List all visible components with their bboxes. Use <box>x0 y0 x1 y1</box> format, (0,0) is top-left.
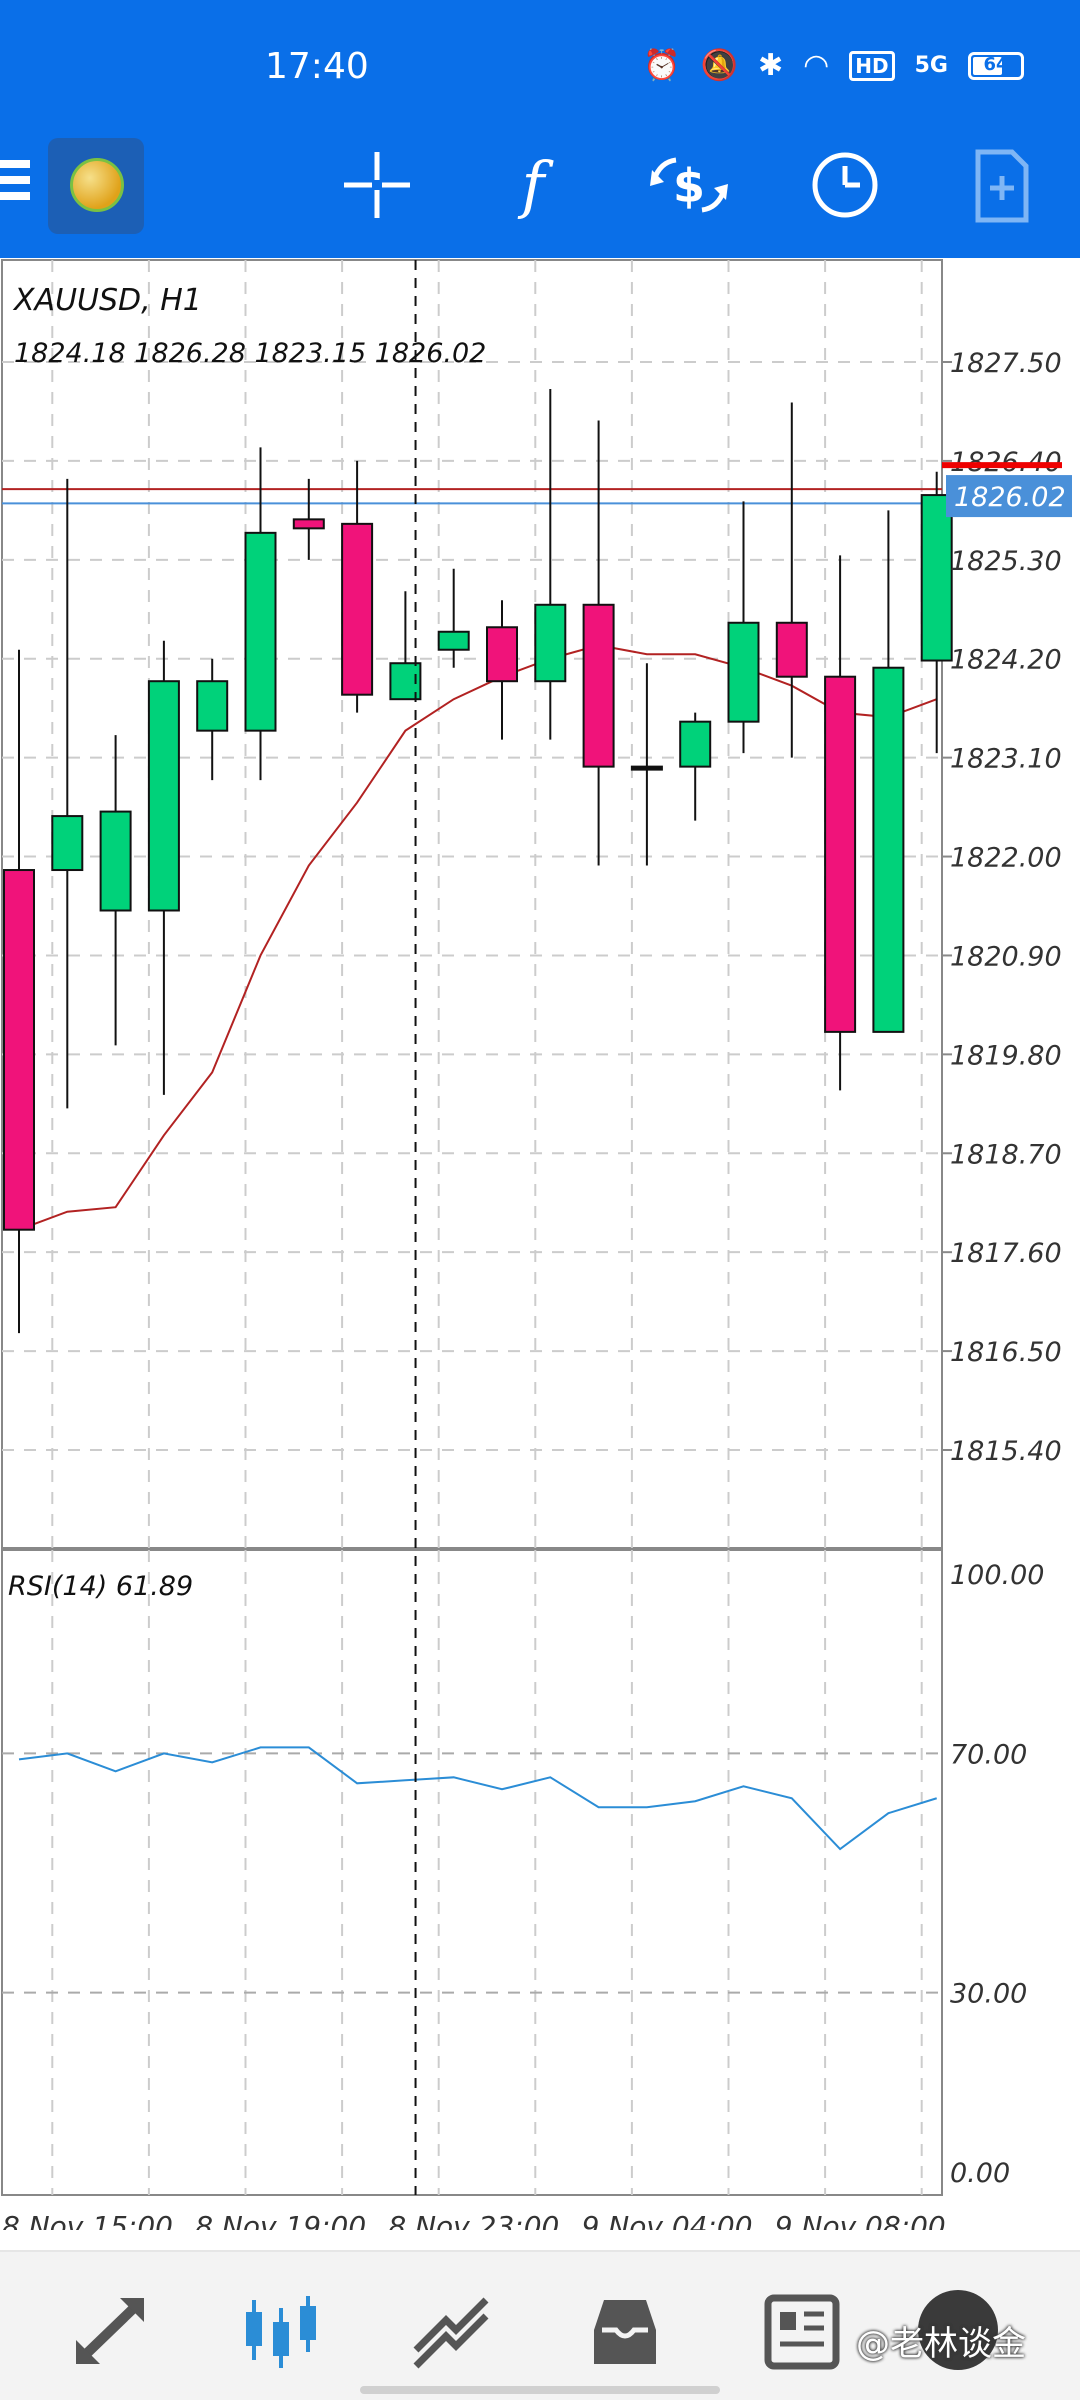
rsi-tick-label: 0.00 <box>950 2158 1010 2189</box>
news-icon[interactable] <box>756 2286 846 2376</box>
x-tick-label: 9 Nov 08:00 <box>775 2210 946 2230</box>
candle-body[interactable] <box>727 621 760 723</box>
candle-body[interactable] <box>534 603 567 683</box>
price-chart[interactable]: 1827.501826.401825.301824.201823.101822.… <box>0 258 1080 2230</box>
candle-body[interactable] <box>51 815 84 872</box>
home-indicator[interactable] <box>360 2386 720 2394</box>
watermark-text: @老林谈金 <box>856 2324 1026 2364</box>
current-price-label: 1826.02 <box>954 482 1066 513</box>
candle-body[interactable] <box>920 494 953 662</box>
y-tick-label: 1820.90 <box>950 941 1062 972</box>
rsi-tick-label: 70.00 <box>950 1739 1027 1770</box>
rsi-tick-label: 30.00 <box>950 1979 1027 2010</box>
battery-level: 64 <box>983 54 1009 75</box>
candle-body[interactable] <box>196 680 229 732</box>
top-bar: 17:40 ⏰ 🔕 ✱ ◠ HD 5G 64 f $ <box>0 0 1080 258</box>
rsi-plot-frame <box>1 1549 943 2196</box>
candle-body[interactable] <box>437 630 470 651</box>
moving-average-line <box>18 644 938 1231</box>
candle-body[interactable] <box>486 626 518 683</box>
bluetooth-icon: ✱ <box>757 48 784 83</box>
function-icon[interactable]: f <box>488 140 578 230</box>
x-tick-label: 8 Nov 15:00 <box>2 2210 173 2230</box>
candle-body[interactable] <box>99 810 132 912</box>
hd-badge: HD <box>849 51 895 81</box>
chart-icon[interactable] <box>236 2286 326 2376</box>
symbol-label: XAUUSD, H1 <box>12 283 202 318</box>
y-tick-label: 1817.60 <box>950 1238 1062 1269</box>
menu-icon[interactable] <box>0 160 34 206</box>
quotes-icon[interactable] <box>66 2286 156 2376</box>
candle-body[interactable] <box>824 675 857 1033</box>
candle-body[interactable] <box>679 720 712 768</box>
x-tick-label: 8 Nov 19:00 <box>195 2210 366 2230</box>
candle-body[interactable] <box>292 518 325 530</box>
y-tick-label: 1818.70 <box>950 1139 1062 1170</box>
alarm-icon: ⏰ <box>643 48 681 83</box>
candle-body[interactable] <box>3 869 35 1231</box>
status-icons: ⏰ 🔕 ✱ ◠ HD 5G 64 <box>643 48 1024 84</box>
history-icon[interactable] <box>580 2286 670 2376</box>
x-tick-label: 8 Nov 23:00 <box>388 2210 559 2230</box>
network-label: 5G <box>914 53 948 78</box>
candle-body[interactable] <box>630 765 663 771</box>
svg-text:f: f <box>518 148 555 221</box>
main-plot-frame <box>1 259 943 1549</box>
rsi-tick-label: 100.00 <box>950 1560 1044 1591</box>
svg-text:$: $ <box>673 159 705 213</box>
trade-icon[interactable] <box>406 2286 496 2376</box>
crosshair-icon[interactable] <box>332 140 422 230</box>
y-tick-label: 1827.50 <box>950 348 1062 379</box>
candle-body[interactable] <box>872 666 905 1033</box>
y-tick-label: 1825.30 <box>950 546 1062 577</box>
candle-body[interactable] <box>147 680 180 912</box>
mute-icon: 🔕 <box>700 48 738 83</box>
y-tick-label: 1823.10 <box>950 744 1062 775</box>
y-tick-label: 1815.40 <box>950 1436 1062 1467</box>
new-document-icon[interactable] <box>956 140 1046 230</box>
ohlc-label: 1824.18 1826.28 1823.15 1826.02 <box>14 338 486 369</box>
current-price-tag <box>946 475 1072 518</box>
candle-body[interactable] <box>341 522 374 696</box>
candle-body[interactable] <box>582 603 615 768</box>
metatrader-logo[interactable] <box>48 138 144 234</box>
rsi-line <box>18 1746 937 1851</box>
wifi-icon: ◠ <box>803 48 830 83</box>
bottom-navigation <box>0 2250 1080 2400</box>
rsi-label: RSI(14) 61.89 <box>8 1571 193 1602</box>
battery-icon: 64 <box>968 52 1024 80</box>
y-tick-label: 1824.20 <box>950 645 1062 676</box>
status-time: 17:40 <box>265 46 369 87</box>
y-tick-label: 1822.00 <box>950 843 1062 874</box>
candle-body[interactable] <box>244 531 277 732</box>
trade-dollar-icon[interactable]: $ <box>644 140 734 230</box>
x-tick-label: 9 Nov 04:00 <box>582 2210 753 2230</box>
y-tick-label: 1816.50 <box>950 1337 1062 1368</box>
candle-body[interactable] <box>775 621 808 678</box>
watermark-avatar <box>918 2290 998 2370</box>
y-tick-label: 1819.80 <box>950 1040 1062 1071</box>
clock-icon[interactable] <box>800 140 890 230</box>
